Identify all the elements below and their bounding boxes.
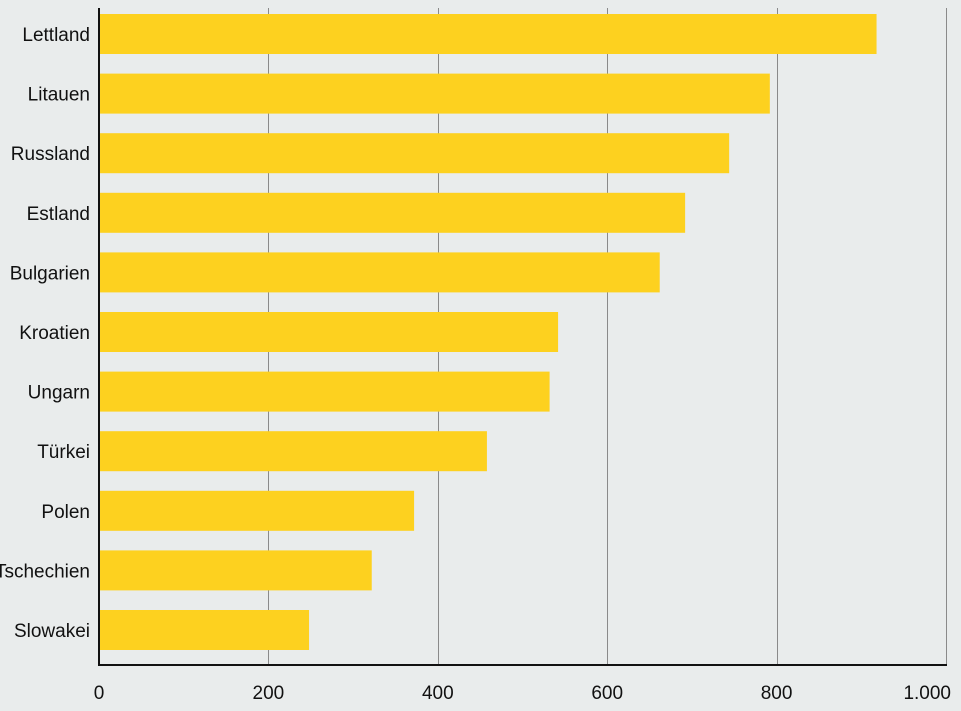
- category-label: Litauen: [28, 85, 90, 106]
- bar: [100, 371, 550, 412]
- category-label: Russland: [11, 144, 90, 165]
- x-tick-labels: 0 200 400 600 800 1.000: [94, 683, 951, 704]
- axes: [98, 8, 947, 666]
- bar: [100, 490, 415, 531]
- category-label: Lettland: [22, 25, 90, 46]
- category-label: Estland: [27, 204, 90, 225]
- x-tick-label: 400: [422, 683, 454, 704]
- bar: [100, 550, 372, 591]
- bar: [100, 312, 559, 352]
- x-tick-label: 200: [253, 683, 285, 704]
- bar: [100, 192, 686, 233]
- category-label: Tschechien: [0, 561, 90, 582]
- category-labels: Lettland Litauen Russland Estland Bulgarien K…: [0, 25, 90, 642]
- category-label: Türkei: [37, 442, 90, 463]
- bars: [100, 14, 877, 650]
- category-label: Ungarn: [28, 383, 90, 404]
- bar: [100, 133, 730, 174]
- bar: [100, 73, 770, 114]
- x-tick-label: 0: [94, 683, 105, 704]
- category-label: Kroatien: [19, 323, 90, 344]
- bar: [100, 14, 877, 54]
- bar: [100, 431, 487, 472]
- x-tick-label: 600: [591, 683, 623, 704]
- x-tick-label: 1.000: [903, 683, 951, 704]
- x-tick-label: 800: [761, 683, 793, 704]
- bar: [100, 252, 660, 293]
- bar: [100, 610, 310, 650]
- category-label: Bulgarien: [10, 263, 90, 284]
- category-label: Polen: [41, 502, 90, 523]
- category-label: Slowakei: [14, 621, 90, 642]
